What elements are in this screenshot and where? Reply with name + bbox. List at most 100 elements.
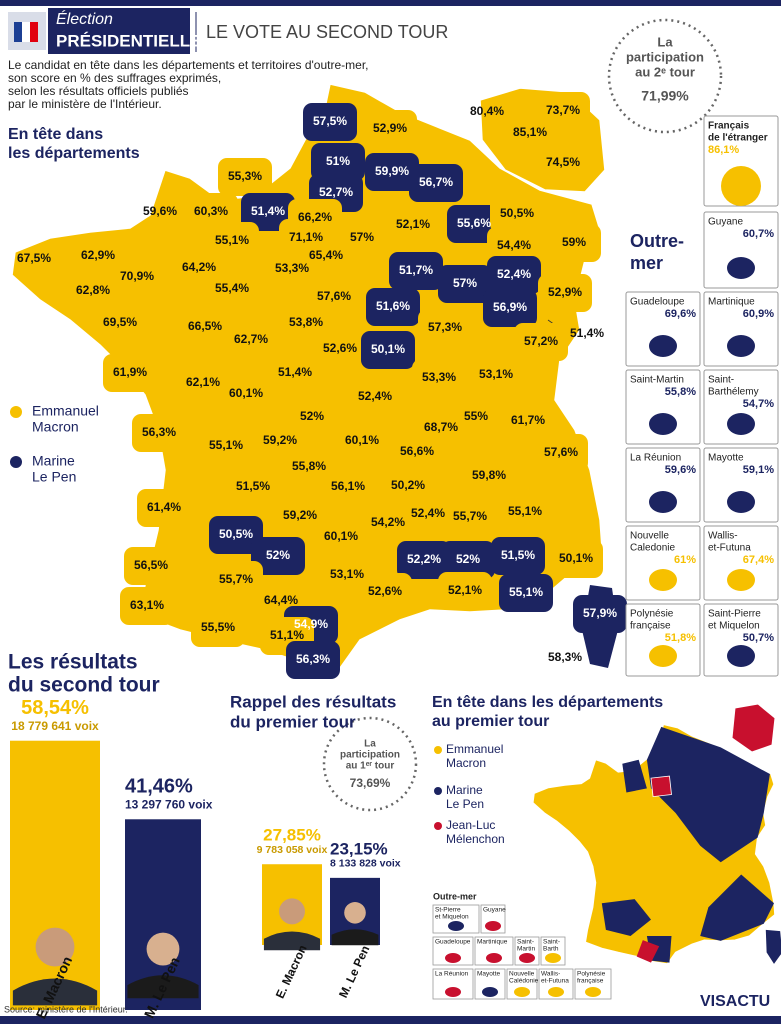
department-area — [224, 321, 278, 359]
territory-name: Français — [708, 121, 750, 132]
territory-shape-small — [545, 953, 561, 963]
department-score: 57,2% — [524, 334, 558, 348]
department-area — [443, 498, 497, 536]
department-score: 85,1% — [513, 125, 547, 139]
legend-label: Mélenchon — [446, 832, 505, 846]
department-score: 52,4% — [497, 267, 531, 281]
department-score: 55,7% — [453, 509, 487, 523]
department-score: 57% — [350, 230, 374, 244]
flag-blue — [14, 22, 22, 42]
department-area — [361, 331, 415, 369]
department-area — [534, 434, 588, 472]
department-score: 62,1% — [186, 375, 220, 389]
brand-top: Élection — [56, 9, 113, 28]
department-score: 55,8% — [292, 459, 326, 473]
intro-text: selon les résultats officiels publiés — [8, 84, 189, 98]
overseas-title: mer — [630, 253, 663, 273]
territory-shape — [649, 413, 677, 435]
department-area — [209, 561, 263, 599]
department-score: 56,3% — [296, 652, 330, 666]
territory-shape — [727, 335, 755, 357]
territory-box — [703, 211, 779, 289]
territory-score: 59,1% — [743, 464, 774, 476]
department-score: 56,9% — [493, 300, 527, 314]
territory-shape — [649, 491, 677, 513]
territory-name: et-Futuna — [708, 543, 751, 554]
department-score: 55,6% — [457, 216, 491, 230]
department-score: 61,9% — [113, 365, 147, 379]
chart-title: Les résultats — [8, 651, 138, 674]
department-area — [286, 641, 340, 679]
territory-name-small: Guadeloupe — [435, 939, 471, 946]
territory-score: 69,6% — [665, 308, 696, 320]
department-score: 53,1% — [330, 567, 364, 581]
department-score: 56,5% — [134, 558, 168, 572]
department-score: 50,5% — [219, 527, 253, 541]
participation-label: au 1ᵉʳ tour — [346, 761, 395, 772]
legend-label: Le Pen — [446, 797, 484, 811]
department-area — [120, 587, 174, 625]
department-area — [498, 493, 552, 531]
department-area — [363, 110, 417, 148]
department-area — [103, 354, 157, 392]
vote-count: 13 297 760 voix — [125, 797, 213, 811]
first-map-title: au premier tour — [432, 713, 549, 730]
bottom-band — [0, 1016, 781, 1024]
territory-shape — [649, 569, 677, 591]
department-area — [303, 103, 357, 141]
territory-box — [703, 525, 779, 601]
territory-box — [625, 447, 701, 523]
intro-text: son score en % des suffrages exprimés, — [8, 71, 221, 85]
department-score: 55,1% — [209, 438, 243, 452]
department-score: 52,4% — [411, 506, 445, 520]
department-labels: 57,5% 52,9% 80,4% 73,7% 85,1% 74,5% 51% 59,9% 56… — [17, 103, 617, 666]
department-area — [226, 468, 280, 506]
department-score: 56,3% — [142, 425, 176, 439]
overseas-title: Outre- — [630, 231, 684, 251]
territory-box — [703, 369, 779, 445]
department-score: 56,7% — [419, 175, 453, 189]
source: Source: ministère de l'Intérieur. — [4, 1004, 128, 1014]
territory-shape-small — [585, 987, 601, 997]
territory-name: Mayotte — [708, 453, 744, 464]
territory-name-small: Mayotte — [477, 971, 501, 978]
department-score: 60,1% — [324, 529, 358, 543]
department-score: 52% — [266, 548, 290, 562]
department-score: 59,2% — [263, 433, 297, 447]
territory-box — [625, 603, 701, 677]
value-label: 41,46% — [125, 776, 193, 798]
department-score: 54,9% — [294, 617, 328, 631]
department-score: 59,9% — [375, 164, 409, 178]
department-area — [514, 323, 568, 361]
le-pen-north-east — [646, 726, 770, 863]
department-area — [251, 537, 305, 575]
territory-name-small: Saint- — [517, 939, 534, 946]
department-area — [321, 468, 375, 506]
department-area — [441, 541, 495, 579]
department-score: 62,9% — [81, 248, 115, 262]
department-score: 69,5% — [103, 315, 137, 329]
second-round-map — [11, 83, 627, 679]
department-area — [335, 422, 389, 460]
department-score: 51,4% — [278, 365, 312, 379]
department-score: 57,9% — [583, 606, 617, 620]
department-score: 51,4% — [570, 326, 604, 340]
department-area — [191, 609, 245, 647]
department-score: 55,1% — [508, 504, 542, 518]
territory-name: Martinique — [708, 297, 755, 308]
department-score: 52,2% — [407, 552, 441, 566]
portrait-body — [12, 978, 98, 1006]
territory-box — [625, 369, 701, 445]
department-area — [110, 258, 164, 296]
first-map-title: En tête dans les départements — [432, 694, 663, 711]
department-area — [265, 250, 319, 288]
territory-score: 54,7% — [743, 398, 774, 410]
department-score: 71,1% — [289, 230, 323, 244]
territory-shape-small — [486, 953, 502, 963]
department-score: 52,4% — [358, 389, 392, 403]
territory-name-small: Guyane — [483, 907, 506, 914]
territory-shape-small — [548, 987, 564, 997]
department-area — [66, 272, 120, 310]
department-score: 59,6% — [143, 204, 177, 218]
vote-count: 8 133 828 voix — [330, 858, 401, 870]
